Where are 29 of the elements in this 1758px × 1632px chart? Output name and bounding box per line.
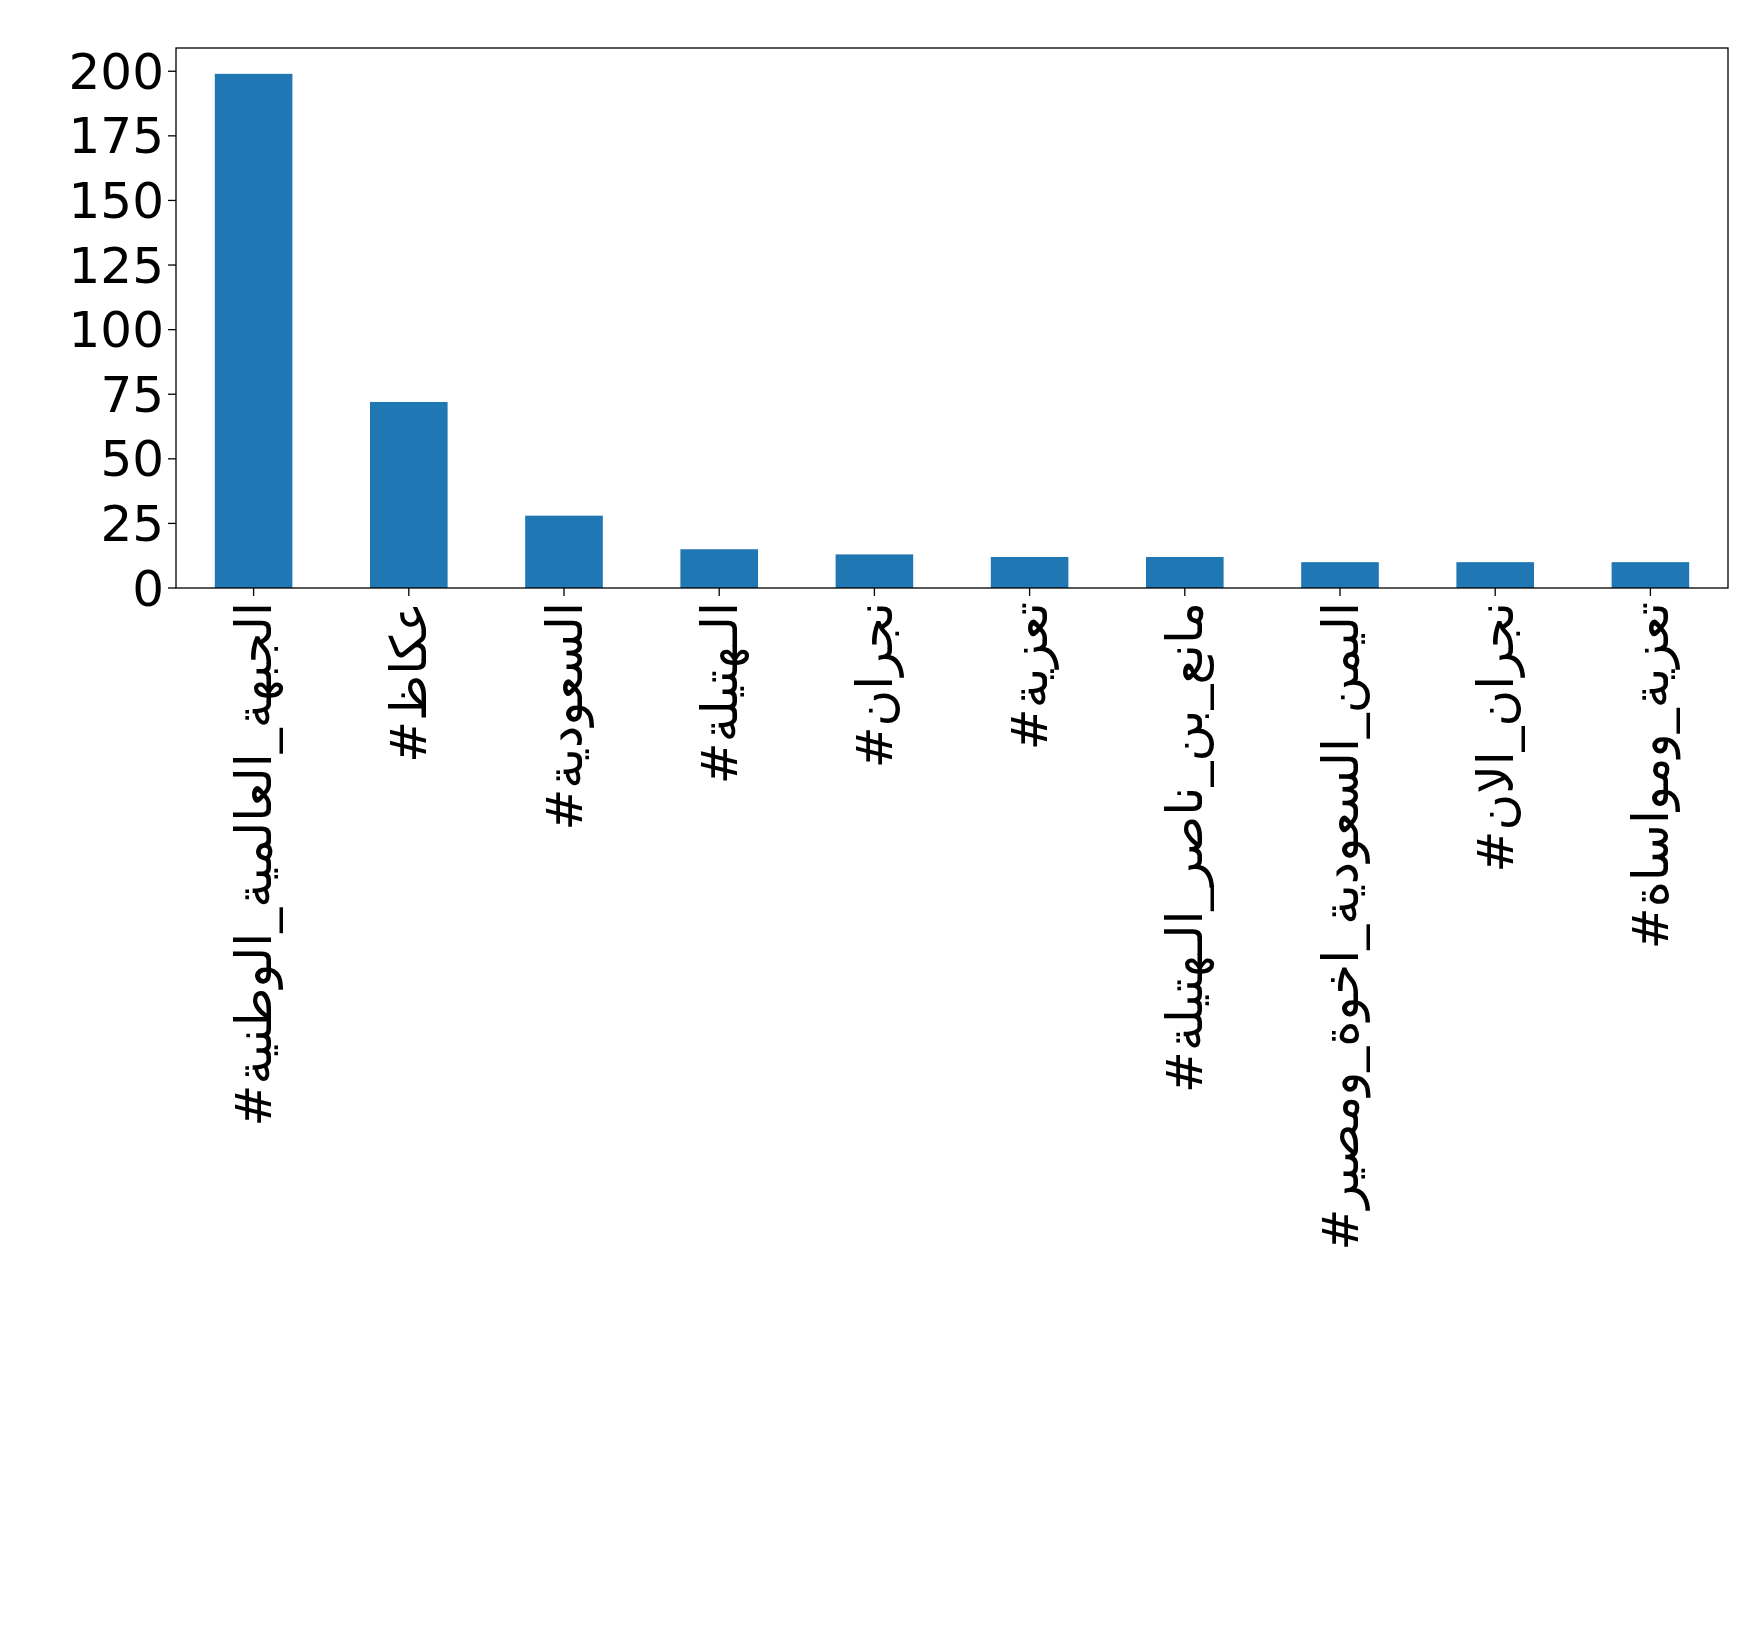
- y-tick-label: 50: [100, 430, 164, 489]
- y-tick-label: 75: [100, 365, 164, 424]
- x-tick-label: #مانع_بن_ناصر_الـهتيلة: [1156, 602, 1216, 1093]
- x-tick-label: #الـهتيلة: [690, 602, 750, 785]
- y-tick-label: 25: [100, 494, 164, 553]
- bar: [680, 549, 758, 588]
- x-tick-label: #تعزية_ومواساة: [1621, 602, 1681, 950]
- y-tick-label: 200: [68, 42, 164, 101]
- bar: [1146, 557, 1224, 588]
- y-tick-label: 0: [132, 559, 164, 618]
- x-tick-label: #تعزية: [1001, 602, 1060, 751]
- y-tick-label: 100: [68, 301, 164, 360]
- x-tick-label: #نجران: [845, 602, 904, 769]
- bar: [1301, 562, 1379, 588]
- x-tick-label: #اليمن_السعودية_اخوة_ومصير: [1311, 602, 1371, 1251]
- y-tick-label: 175: [68, 107, 164, 166]
- x-tick-label: #نجران_الان: [1466, 602, 1525, 873]
- bar: [525, 515, 603, 588]
- x-tick-label: #السعودية: [535, 602, 594, 831]
- y-tick-label: 125: [68, 236, 164, 295]
- bar: [990, 557, 1069, 588]
- bar: [1456, 562, 1534, 588]
- bar: [835, 554, 914, 588]
- bar: [370, 401, 448, 588]
- x-tick-label: #عكاظ: [380, 602, 439, 763]
- x-tick-label: #الجبهة_العالمية_الوطنية: [225, 602, 285, 1127]
- bar: [214, 73, 293, 588]
- bar: [1611, 562, 1690, 588]
- y-tick-label: 150: [68, 171, 164, 230]
